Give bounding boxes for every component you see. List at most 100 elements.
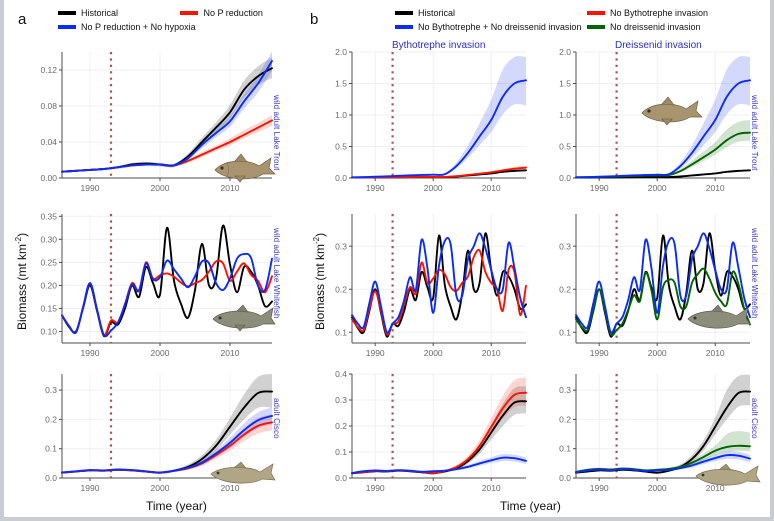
legend-item: Historical: [58, 7, 180, 19]
svg-text:0.0: 0.0: [45, 473, 57, 483]
svg-text:2010: 2010: [221, 183, 240, 193]
chart-b1-lake-trout: 0.0 0.5 1.0 1.5 2.0 1990 2000 2010: [335, 48, 527, 193]
uncertainty-band: [576, 120, 750, 178]
panel-letter-a: a: [18, 11, 27, 28]
plot-panel-b1-lake-whitefish: 0.1 0.2 0.3 1990 2000 2010: [318, 210, 530, 365]
plot-panel-a-lake-trout: 0.00 0.04 0.08 0.12 1990 2000 2010: [20, 48, 278, 200]
svg-text:0.04: 0.04: [40, 137, 57, 147]
svg-text:0.0: 0.0: [335, 473, 347, 483]
legend-panel-a: Historical No P reduction No P reduction…: [58, 7, 298, 35]
svg-text:1.0: 1.0: [335, 110, 347, 120]
svg-text:1990: 1990: [590, 183, 609, 193]
series-line: [351, 232, 527, 334]
series-line: [61, 60, 273, 173]
svg-text:0.3: 0.3: [559, 241, 571, 251]
legend-item: No P reduction: [180, 7, 298, 19]
svg-text:0.10: 0.10: [40, 326, 57, 336]
chart-b2-lake-trout: 0.0 0.5 1.0 1.5 2.0 1990 2000 2010: [559, 48, 751, 193]
right-border: [770, 0, 774, 521]
svg-text:2000: 2000: [648, 483, 667, 493]
legend-label: Historical: [418, 8, 456, 18]
series-line: [61, 252, 273, 338]
svg-text:0.1: 0.1: [559, 444, 571, 454]
svg-text:0.2: 0.2: [335, 421, 347, 431]
svg-text:1990: 1990: [366, 483, 385, 493]
svg-text:0.5: 0.5: [559, 142, 571, 152]
svg-text:1.5: 1.5: [335, 79, 347, 89]
plot-panel-b2-cisco: 0.0 0.1 0.2 0.3 1990 2000 2010: [542, 370, 754, 500]
svg-text:1990: 1990: [366, 183, 385, 193]
legend-item: Historical: [395, 7, 587, 19]
svg-text:1.0: 1.0: [559, 110, 571, 120]
legend-key-historical: [395, 11, 413, 15]
plot-panel-b2-lake-trout: 0.0 0.5 1.0 1.5 2.0 1990 2000 2010: [542, 48, 754, 200]
subtitle-bythotrephe-invasion: Bythotrephe invasion: [392, 40, 486, 51]
uncertainty-band: [62, 57, 272, 173]
legend-label: Historical: [81, 8, 119, 18]
svg-text:0.3: 0.3: [335, 241, 347, 251]
uncertainty-band: [576, 450, 750, 474]
svg-text:2010: 2010: [706, 483, 725, 493]
svg-text:2000: 2000: [424, 348, 443, 358]
svg-text:0.30: 0.30: [40, 234, 57, 244]
svg-text:0.4: 0.4: [335, 370, 347, 379]
chart-a-lake-whitefish: 0.10 0.15 0.20 0.25 0.30 0.35 1990 2000 2010: [40, 211, 273, 358]
svg-text:0.1: 0.1: [559, 327, 571, 337]
chart-b1-lake-whitefish: 0.1 0.2 0.3 1990 2000 2010: [335, 214, 527, 358]
svg-text:0.0: 0.0: [559, 173, 571, 183]
svg-text:0.08: 0.08: [40, 101, 57, 111]
uncertainty-band: [352, 56, 526, 178]
svg-text:2010: 2010: [482, 483, 501, 493]
svg-text:2.0: 2.0: [335, 48, 347, 57]
svg-text:0.3: 0.3: [559, 385, 571, 395]
svg-text:2010: 2010: [482, 348, 501, 358]
svg-text:2000: 2000: [424, 483, 443, 493]
svg-text:0.1: 0.1: [335, 327, 347, 337]
svg-text:2000: 2000: [151, 183, 170, 193]
uncertainty-band: [576, 374, 750, 474]
x-axis-label-panel-a: Time (year): [146, 499, 207, 513]
x-axis-label-panel-b: Time (year): [500, 499, 561, 513]
svg-text:2010: 2010: [221, 348, 240, 358]
legend-label: No dreissenid invasion: [610, 22, 701, 32]
legend-label: No Bythotrephe invasion: [610, 8, 709, 18]
svg-text:0.20: 0.20: [40, 280, 57, 290]
svg-text:2000: 2000: [424, 183, 443, 193]
series-line: [61, 67, 273, 173]
svg-text:0.5: 0.5: [335, 142, 347, 152]
svg-text:2000: 2000: [648, 348, 667, 358]
chart-a-lake-trout: 0.00 0.04 0.08 0.12 1990 2000 2010: [40, 51, 273, 193]
plot-panel-b2-lake-whitefish: 0.1 0.2 0.3 1990 2000 2010: [542, 210, 754, 365]
svg-text:1990: 1990: [590, 348, 609, 358]
legend-label: No Bythotrephe + No dreissenid invasion: [418, 22, 582, 32]
svg-text:1990: 1990: [81, 348, 100, 358]
svg-text:0.2: 0.2: [559, 414, 571, 424]
svg-text:0.3: 0.3: [45, 385, 57, 395]
series-line: [351, 79, 527, 179]
uncertainty-band: [62, 115, 272, 173]
legend-key-no-p-no-hypoxia: [58, 25, 76, 29]
svg-text:2010: 2010: [706, 183, 725, 193]
svg-text:0.25: 0.25: [40, 257, 57, 267]
chart-a-cisco: 0.0 0.1 0.2 0.3 1990 2000 2010: [45, 374, 273, 493]
svg-text:2.0: 2.0: [559, 48, 571, 57]
svg-text:1990: 1990: [81, 483, 100, 493]
uncertainty-band: [62, 414, 272, 474]
svg-text:2010: 2010: [706, 348, 725, 358]
legend-item: No dreissenid invasion: [587, 21, 767, 33]
legend-key-no-p-reduction: [180, 11, 199, 15]
legend-key-no-dreissenid: [587, 25, 605, 29]
legend-item: No P reduction + No hypoxia: [58, 21, 298, 33]
plot-panel-a-cisco: 0.0 0.1 0.2 0.3 1990 2000 2010: [20, 370, 278, 500]
panel-letter-b: b: [310, 11, 319, 28]
uncertainty-band: [62, 51, 272, 173]
plot-panel-b1-cisco: 0.0 0.1 0.2 0.3 0.4 1990 2000 2010: [318, 370, 530, 500]
svg-text:0.1: 0.1: [335, 447, 347, 457]
svg-text:0.12: 0.12: [40, 65, 57, 75]
svg-text:1.5: 1.5: [559, 79, 571, 89]
plot-panel-a-lake-whitefish: 0.10 0.15 0.20 0.25 0.30 0.35 1990 2000 2010: [20, 210, 278, 365]
svg-text:0.2: 0.2: [559, 284, 571, 294]
left-border: [0, 0, 4, 521]
svg-text:0.3: 0.3: [335, 395, 347, 405]
svg-text:2000: 2000: [151, 348, 170, 358]
